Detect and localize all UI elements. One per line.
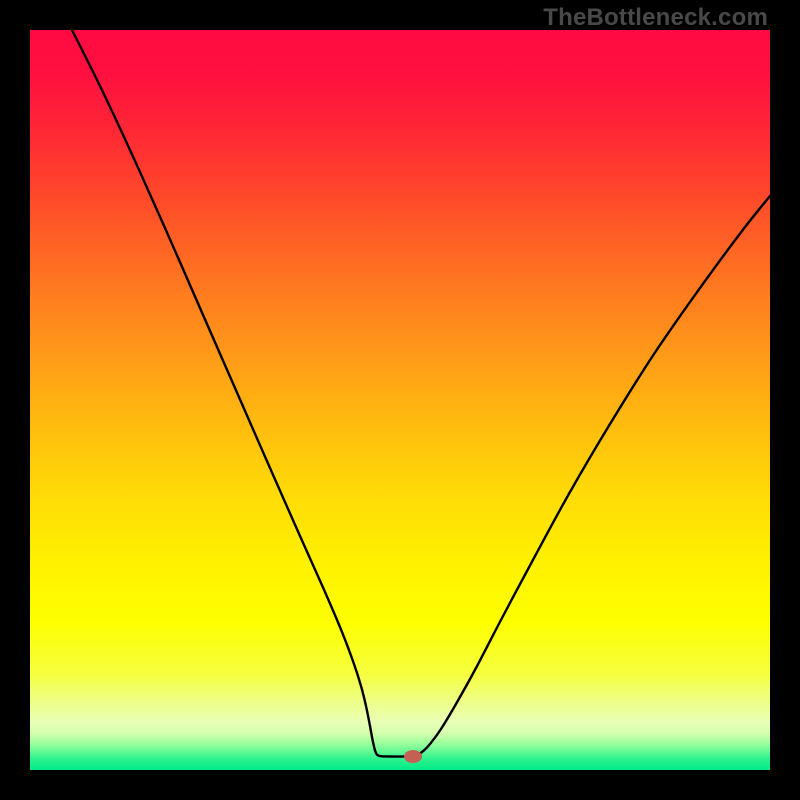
watermark-text: TheBottleneck.com (543, 4, 768, 32)
plot-frame (30, 30, 770, 770)
